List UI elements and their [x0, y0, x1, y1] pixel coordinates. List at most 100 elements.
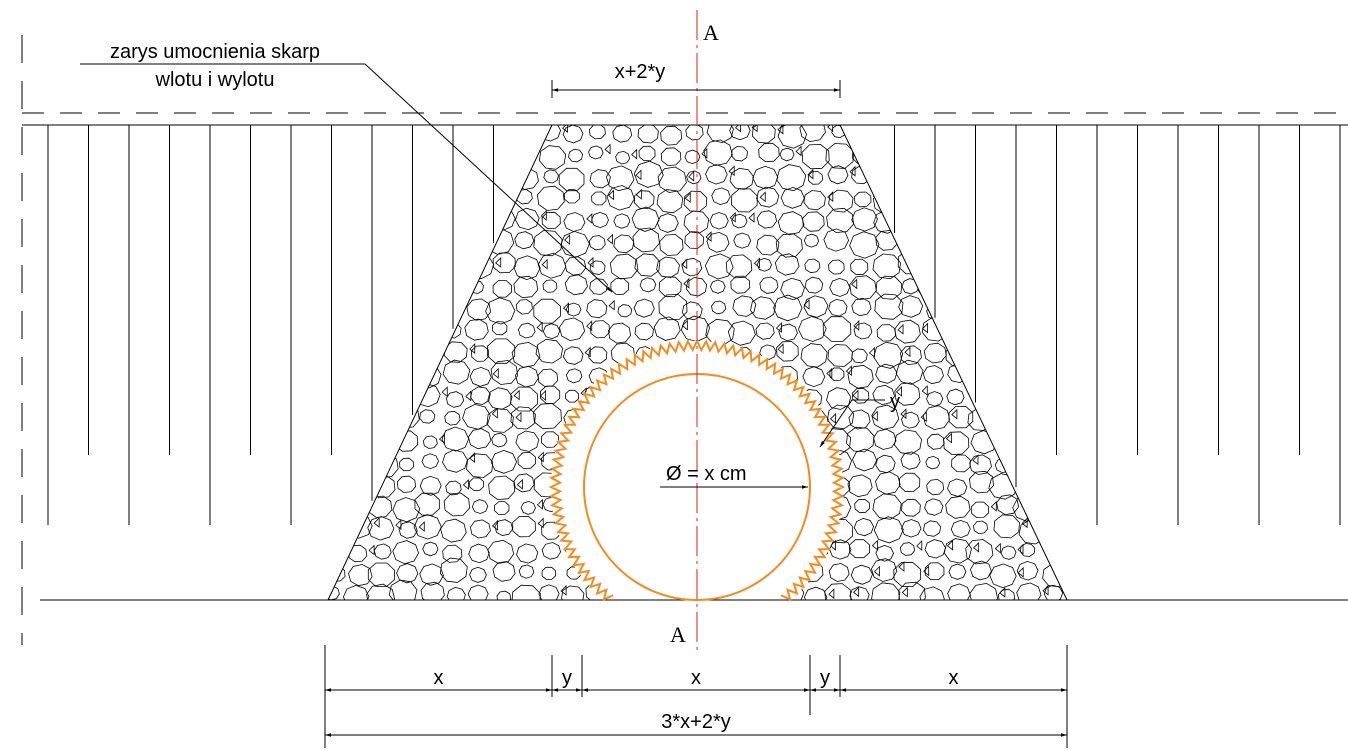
- stone: [444, 148, 451, 160]
- stone: [558, 167, 585, 192]
- stone: [851, 387, 870, 404]
- stone: [639, 277, 657, 293]
- stone: [946, 388, 965, 406]
- stone: [542, 323, 561, 340]
- stone: [756, 499, 763, 511]
- stone: [584, 346, 591, 358]
- stone: [348, 564, 373, 587]
- stone: [871, 410, 878, 422]
- stone: [373, 517, 380, 528]
- stone: [586, 212, 593, 224]
- stone: [922, 520, 942, 537]
- stone: [493, 168, 500, 180]
- stone: [874, 293, 904, 320]
- stone: [442, 544, 463, 563]
- stone: [565, 389, 579, 403]
- stone: [511, 584, 541, 600]
- stone: [606, 185, 635, 211]
- stone: [926, 190, 933, 202]
- stone: [1018, 519, 1047, 545]
- stone: [990, 500, 997, 512]
- stone: [784, 388, 801, 404]
- stone: [347, 210, 366, 228]
- stone: [1018, 185, 1048, 212]
- stone: [970, 430, 998, 455]
- stone: [513, 275, 539, 299]
- stone: [394, 125, 420, 142]
- stone: [462, 403, 491, 430]
- stone: [802, 211, 825, 232]
- stone: [558, 317, 586, 342]
- stone: [994, 542, 1001, 554]
- stone: [965, 145, 994, 170]
- stone: [731, 542, 752, 560]
- stone: [348, 300, 355, 312]
- stone: [805, 497, 826, 516]
- stone: [921, 385, 928, 396]
- stone: [800, 343, 828, 368]
- stone: [752, 165, 779, 190]
- stone: [943, 295, 972, 321]
- stone: [516, 543, 539, 564]
- stone: [776, 435, 783, 446]
- stone: [611, 384, 637, 408]
- stone: [950, 216, 967, 231]
- stone: [541, 258, 548, 270]
- stone: [801, 522, 821, 540]
- stone: [328, 277, 343, 291]
- stone: [708, 386, 729, 406]
- stone: [759, 276, 779, 294]
- stone: [518, 564, 535, 579]
- stone: [413, 363, 442, 389]
- stone: [847, 474, 873, 498]
- stone: [1017, 566, 1024, 578]
- stone: [588, 235, 606, 251]
- stone: [703, 139, 733, 166]
- stone: [706, 499, 726, 517]
- stone: [542, 496, 560, 513]
- stone: [659, 564, 683, 586]
- stone: [564, 274, 588, 296]
- stone: [851, 348, 868, 364]
- stone: [347, 544, 368, 563]
- stone: [1046, 127, 1065, 144]
- stone: [926, 433, 945, 450]
- stone: [898, 212, 921, 233]
- stone: [370, 452, 399, 479]
- stone: [608, 426, 635, 451]
- stone: [656, 189, 684, 214]
- stone: [776, 341, 799, 362]
- stone: [536, 321, 543, 333]
- stone: [684, 192, 691, 204]
- stone: [635, 346, 654, 362]
- stone: [875, 544, 894, 562]
- stone: [373, 257, 396, 277]
- stone: [584, 564, 609, 587]
- stone: [898, 295, 924, 318]
- stone: [396, 368, 415, 385]
- stone: [803, 586, 828, 600]
- stone: [540, 209, 547, 221]
- stone: [751, 125, 776, 144]
- callout-text: zarys umocnienia skarp: [110, 41, 320, 63]
- stone: [487, 387, 513, 410]
- stone: [633, 190, 655, 210]
- stone: [367, 562, 395, 587]
- stone: [679, 539, 704, 561]
- stone: [729, 211, 736, 223]
- stone: [806, 453, 813, 464]
- stone: [926, 391, 944, 407]
- stone: [397, 301, 419, 321]
- stone: [346, 498, 353, 509]
- stone: [635, 169, 642, 181]
- slope: [327, 124, 553, 601]
- stone: [392, 540, 420, 565]
- stone: [875, 171, 891, 187]
- stone: [922, 365, 944, 385]
- stone: [613, 475, 629, 490]
- stone: [1016, 582, 1042, 600]
- stone: [420, 191, 441, 210]
- stone: [872, 253, 902, 280]
- stone: [1018, 299, 1046, 324]
